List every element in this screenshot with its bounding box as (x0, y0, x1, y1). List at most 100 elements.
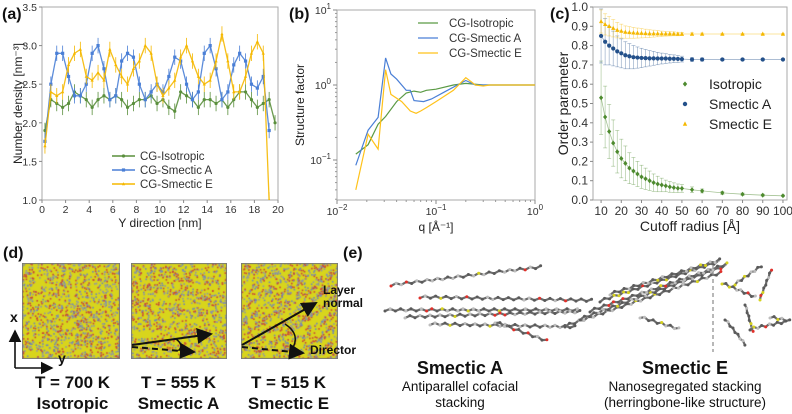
data-point (689, 187, 695, 193)
atom (748, 328, 752, 332)
atom (404, 309, 408, 313)
molecule (733, 265, 763, 287)
atom (747, 318, 751, 322)
atom (726, 320, 730, 324)
data-point (55, 93, 59, 98)
atom (503, 307, 507, 311)
atom (448, 312, 452, 316)
data-point (627, 165, 632, 171)
caption-phase: Isotropic (36, 394, 109, 413)
atom (488, 324, 492, 328)
atom (553, 323, 557, 327)
atom (697, 271, 701, 275)
data-point (663, 31, 668, 36)
atom (630, 293, 634, 297)
atom (538, 296, 542, 300)
atom (428, 296, 432, 300)
atom (428, 313, 432, 317)
molecule-backbone (721, 282, 756, 298)
data-point (226, 59, 230, 63)
data-point (639, 55, 644, 61)
atom (472, 274, 476, 278)
atom (767, 276, 771, 280)
atom (621, 297, 625, 301)
data-point (61, 51, 65, 55)
atom (569, 297, 573, 301)
atom (435, 276, 439, 280)
atom (558, 309, 562, 313)
data-point (267, 98, 271, 102)
data-point (184, 43, 189, 47)
data-point (607, 43, 612, 48)
data-point (137, 59, 141, 63)
y-tick-label: 3.0 (22, 41, 37, 53)
legend-label: Isotropic (709, 76, 762, 92)
data-point (243, 59, 248, 63)
y-tick-label: 1.0 (571, 0, 588, 14)
atom (533, 312, 537, 316)
atom (764, 325, 768, 329)
atom (451, 277, 455, 281)
atom (613, 289, 617, 293)
atom (521, 331, 525, 335)
atom (675, 272, 679, 276)
data-point (143, 98, 147, 102)
x-tick-label: 60 (695, 204, 709, 218)
atom (565, 307, 569, 311)
atom (408, 314, 412, 318)
atom (740, 278, 744, 282)
atom (555, 307, 559, 311)
data-point (675, 56, 680, 62)
molecule-backbone (419, 294, 593, 303)
atom (498, 324, 502, 328)
data-point (243, 90, 248, 94)
atom (483, 322, 487, 326)
legend-marker (121, 154, 126, 158)
molecule (418, 294, 594, 303)
data-point (659, 56, 664, 61)
x-tick-label: 30 (635, 204, 649, 218)
data-point (232, 90, 236, 94)
y-tick-label: 0.7 (571, 58, 588, 72)
atom (478, 312, 482, 316)
data-point (131, 101, 136, 106)
x-tick-label: 8 (133, 204, 139, 216)
atom (638, 316, 642, 320)
atom (629, 297, 633, 301)
atom (747, 314, 751, 318)
chart-order-parameter: 0.0 0.1 0.2 0.3 0.4 0.5 0.6 0.7 0.8 0.9 1.0 10 20 30 4… (555, 0, 792, 234)
atom (428, 323, 432, 327)
data-point (267, 128, 271, 133)
atom (501, 298, 505, 302)
data-point (167, 105, 171, 109)
data-point (167, 74, 171, 79)
atom (468, 324, 472, 328)
atom (699, 263, 703, 267)
atom (762, 286, 766, 290)
data-point (179, 90, 183, 94)
x-tick-label: 20 (615, 204, 629, 218)
y-tick-label: 0.4 (571, 116, 588, 130)
data-point (700, 188, 705, 194)
y-tick-label: 0.2 (571, 154, 588, 168)
atom (563, 311, 567, 315)
atom (645, 284, 649, 288)
y-tick-label: 100 (315, 77, 332, 92)
x-tick-label: 10 (154, 204, 166, 216)
atom (430, 307, 434, 311)
atom (517, 328, 521, 332)
atom (660, 321, 664, 325)
atom (738, 337, 742, 341)
atom (522, 298, 526, 302)
data-point (659, 31, 664, 36)
data-point (720, 190, 725, 196)
molecule-backbone (384, 307, 578, 313)
data-point (220, 32, 224, 36)
data-point (214, 59, 218, 63)
atom (548, 296, 552, 300)
data-point (72, 51, 77, 55)
data-point (603, 114, 608, 120)
atom (423, 294, 427, 298)
atom (616, 300, 620, 304)
data-point (671, 56, 676, 61)
